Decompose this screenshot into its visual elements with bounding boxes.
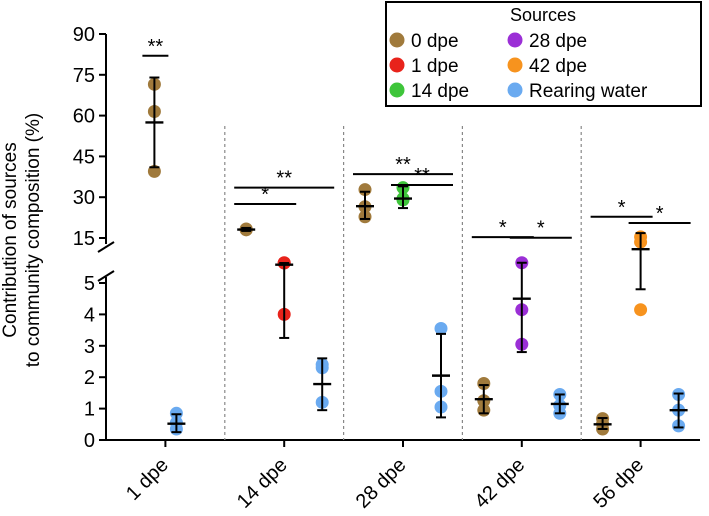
legend-marker [389,32,405,48]
x-tick-label: 1 dpe [122,454,173,505]
legend: Sources 0 dpe 28 dpe 1 dpe 42 dpe 14 dpe Rear… [385,1,702,107]
significance-label: * [537,218,545,240]
error-bars [145,76,688,434]
legend-entries: 0 dpe 28 dpe 1 dpe 42 dpe 14 dpe Rearing wate… [389,31,648,102]
legend-box [385,1,702,107]
significance-label: ** [395,154,411,176]
y-tick-label: 15 [73,228,95,250]
y-tick-label: 45 [73,146,95,168]
data-points [147,77,686,436]
data-point [477,376,491,390]
data-point [434,322,448,336]
significance-label: * [656,203,664,225]
legend-label: 14 dpe [411,81,469,102]
legend-label: 28 dpe [529,31,587,52]
legend-title: Sources [510,5,576,25]
significance-label: * [618,197,626,219]
y-tick-label: 30 [73,187,95,209]
y-tick-label: 3 [84,336,95,358]
y-tick-label: 90 [73,24,95,46]
x-ticks: 1 dpe 14 dpe 28 dpe 42 dpe 56 dpe [122,440,648,513]
x-tick-label: 42 dpe [471,454,530,513]
significance-markers: ******* *** ** * [142,36,691,240]
legend-marker [389,82,405,98]
significance-label: ** [276,168,292,190]
legend-marker [507,57,523,73]
x-tick-label: 28 dpe [352,454,411,513]
legend-marker [507,32,523,48]
y-tick-label: 60 [73,106,95,128]
legend-label: 0 dpe [411,31,459,52]
legend-label: Rearing water [529,81,648,102]
y-tick-label: 75 [73,65,95,87]
legend-label: 42 dpe [529,56,587,77]
significance-label: * [499,217,507,239]
group-dividers [224,126,582,440]
x-tick-label: 14 dpe [233,454,292,513]
legend-marker [389,57,405,73]
significance-label: ** [414,165,430,187]
axis-break-mark-lower [97,270,115,282]
axis-break-mark-upper [97,241,115,253]
significance-label: * [261,184,269,206]
y-axis-label-line2: to community composition (%) [23,113,44,367]
legend-label: 1 dpe [411,56,459,77]
y-tick-label: 4 [84,304,95,326]
y-tick-label: 2 [84,367,95,389]
y-axis-label-line1: Contribution of sources [0,142,21,337]
y-tick-label: 1 [84,399,95,421]
y-axis-label: Contribution of sources to community com… [0,113,44,367]
y-tick-label: 5 [84,273,95,295]
data-point [634,303,648,317]
x-tick-label: 56 dpe [589,454,648,513]
significance-label: ** [148,36,164,58]
y-tick-label: 0 [84,430,95,452]
data-point [358,183,372,197]
legend-marker [507,82,523,98]
